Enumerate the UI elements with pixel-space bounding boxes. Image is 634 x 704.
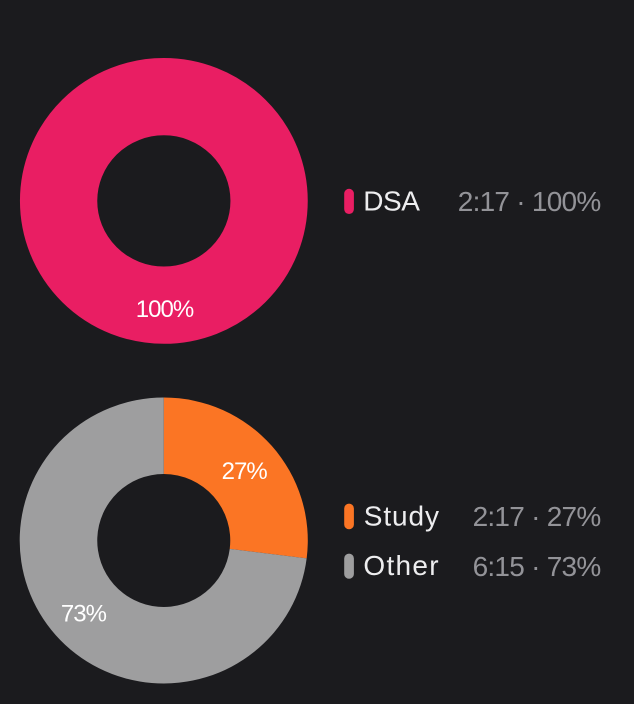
svg-text:2:17 · 27%: 2:17 · 27% [473,501,601,532]
svg-text:100%: 100% [136,296,194,323]
svg-text:2:17 · 100%: 2:17 · 100% [458,186,601,217]
svg-text:6:15 · 73%: 6:15 · 73% [473,551,601,582]
svg-text:73%: 73% [61,600,107,627]
svg-text:27%: 27% [222,458,268,485]
svg-text:Study: Study [364,501,440,532]
svg-text:Other: Other [363,550,440,581]
svg-text:DSA: DSA [363,186,420,217]
